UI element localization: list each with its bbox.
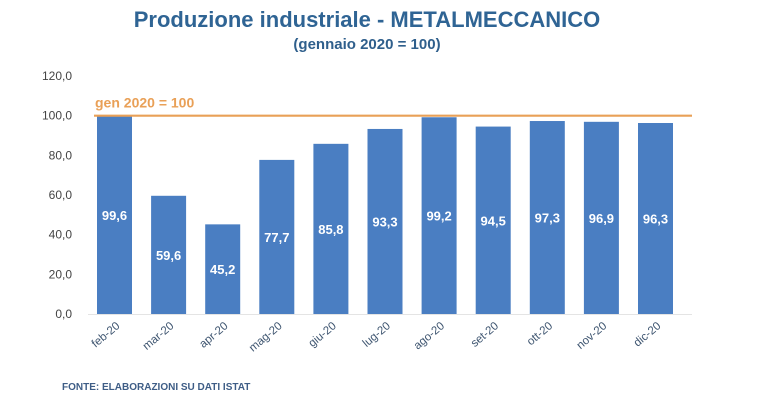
bar-nov-20 [583, 121, 619, 314]
x-tick-label: dic-20 [632, 320, 664, 349]
x-tick-label: giu-20 [307, 320, 339, 350]
data-label: 94,5 [481, 213, 506, 228]
y-tick-label: 120,0 [42, 69, 72, 83]
chart-title: Produzione industriale - METALMECCANICO [133, 7, 601, 32]
x-tick-label: apr-20 [197, 320, 230, 351]
data-label: 99,6 [102, 208, 127, 223]
bar-feb-20 [97, 116, 132, 315]
data-label: 77,7 [264, 230, 289, 245]
x-tick-label: lug-20 [361, 320, 393, 350]
data-label: 99,2 [426, 209, 451, 224]
x-tick-label: ago-20 [412, 320, 447, 352]
reference-line-label: gen 2020 = 100 [95, 95, 194, 111]
bar-dic-20 [638, 123, 673, 314]
bar-giu-20 [313, 143, 349, 314]
source-note: FONTE: ELABORAZIONI SU DATI ISTAT [62, 382, 251, 393]
x-tick-label: nov-20 [575, 320, 610, 352]
y-tick-label: 20,0 [49, 267, 73, 281]
x-tick-label: set-20 [469, 320, 501, 350]
chart-subtitle: (gennaio 2020 = 100) [293, 36, 441, 53]
bar-mar-20 [151, 195, 187, 314]
data-label: 59,6 [156, 248, 181, 263]
bar-ott-20 [529, 121, 565, 314]
data-label: 96,3 [643, 212, 668, 227]
bar-apr-20 [205, 224, 241, 314]
y-tick-label: 100,0 [42, 109, 72, 123]
bar-set-20 [475, 126, 511, 314]
bar-lug-20 [367, 128, 403, 314]
data-label: 93,3 [372, 214, 397, 229]
y-tick-label: 80,0 [49, 148, 73, 162]
data-label: 45,2 [210, 262, 235, 277]
bar-ago-20 [421, 117, 457, 315]
x-tick-label: ott-20 [525, 320, 555, 348]
x-tick-label: mag-20 [247, 320, 285, 354]
x-tick-label: mar-20 [141, 320, 177, 353]
x-tick-label: feb-20 [90, 320, 123, 350]
bar-mag-20 [259, 159, 295, 314]
y-tick-label: 60,0 [49, 188, 73, 202]
data-label: 85,8 [318, 222, 343, 237]
y-tick-label: 40,0 [49, 228, 73, 242]
data-label: 96,9 [589, 211, 614, 226]
y-tick-label: 0,0 [55, 307, 72, 321]
data-label: 97,3 [535, 211, 560, 226]
